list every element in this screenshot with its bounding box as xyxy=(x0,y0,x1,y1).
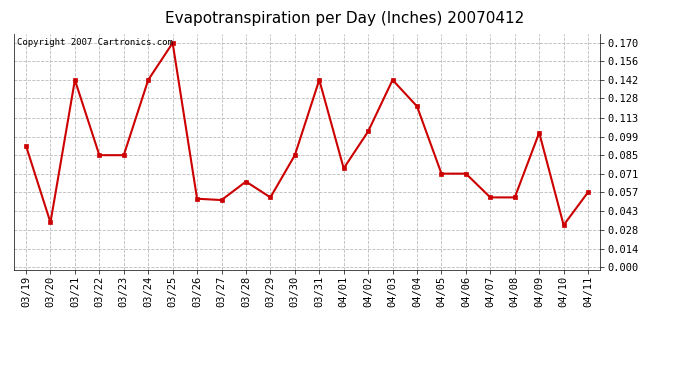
Text: Copyright 2007 Cartronics.com: Copyright 2007 Cartronics.com xyxy=(17,39,172,48)
Text: Evapotranspiration per Day (Inches) 20070412: Evapotranspiration per Day (Inches) 2007… xyxy=(166,11,524,26)
